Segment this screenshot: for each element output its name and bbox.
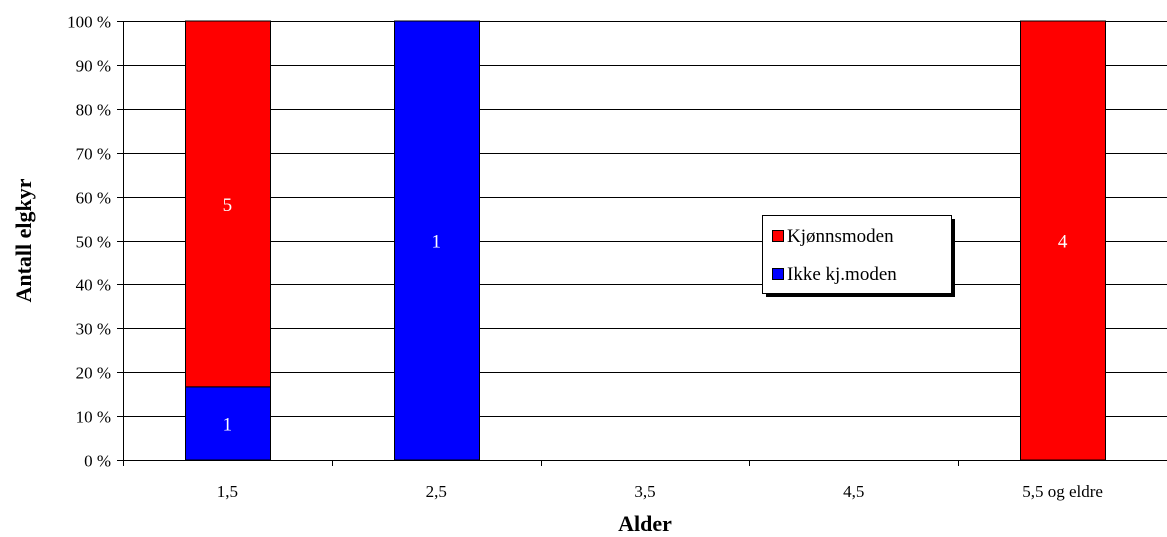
legend-box xyxy=(762,215,952,294)
x-tick-label: 4,5 xyxy=(843,482,864,501)
y-tick-label: 20 % xyxy=(76,364,111,383)
y-tick-label: 70 % xyxy=(76,145,111,164)
x-tick-label: 3,5 xyxy=(634,482,655,501)
y-tick-label: 90 % xyxy=(76,57,111,76)
bar-kjonnsmoden xyxy=(185,20,271,388)
legend-swatch-kjonnsmoden xyxy=(772,230,784,242)
bar-value-label: 1 xyxy=(431,232,441,253)
y-tick-label: 0 % xyxy=(84,452,111,471)
y-tick-label: 60 % xyxy=(76,189,111,208)
x-tick-label: 1,5 xyxy=(217,482,238,501)
bar-value-label: 5 xyxy=(223,195,233,216)
bar-value-label: 1 xyxy=(223,414,233,435)
legend-swatch-ikke-kj-moden xyxy=(772,268,784,280)
y-tick-label: 10 % xyxy=(76,408,111,427)
bar-kjonnsmoden xyxy=(1020,20,1106,461)
bars xyxy=(185,20,1106,461)
y-tick-label: 30 % xyxy=(76,320,111,339)
y-tick-label: 40 % xyxy=(76,276,111,295)
y-axis-title: Antall elgkyr xyxy=(11,178,36,302)
legend: Kjønnsmoden Ikke kj.moden xyxy=(762,215,955,297)
x-axis-title: Alder xyxy=(618,511,672,536)
legend-label-ikke-kj-moden: Ikke kj.moden xyxy=(787,264,897,285)
legend-label-kjonnsmoden: Kjønnsmoden xyxy=(787,226,894,247)
y-tick-label: 100 % xyxy=(67,13,111,32)
y-tick-label: 50 % xyxy=(76,233,111,252)
data-labels: 151 4 xyxy=(223,195,1068,435)
bar-value-label: 4 xyxy=(1058,232,1068,253)
gridlines xyxy=(123,21,1167,417)
x-tick-label: 2,5 xyxy=(426,482,447,501)
axes: 0 % 10 % 20 % 30 % 40 % 50 % 60 % 70 % 80 % 90 % 1… xyxy=(67,13,1167,501)
y-tick-label: 80 % xyxy=(76,101,111,120)
x-tick-label: 5,5 og eldre xyxy=(1022,482,1103,501)
